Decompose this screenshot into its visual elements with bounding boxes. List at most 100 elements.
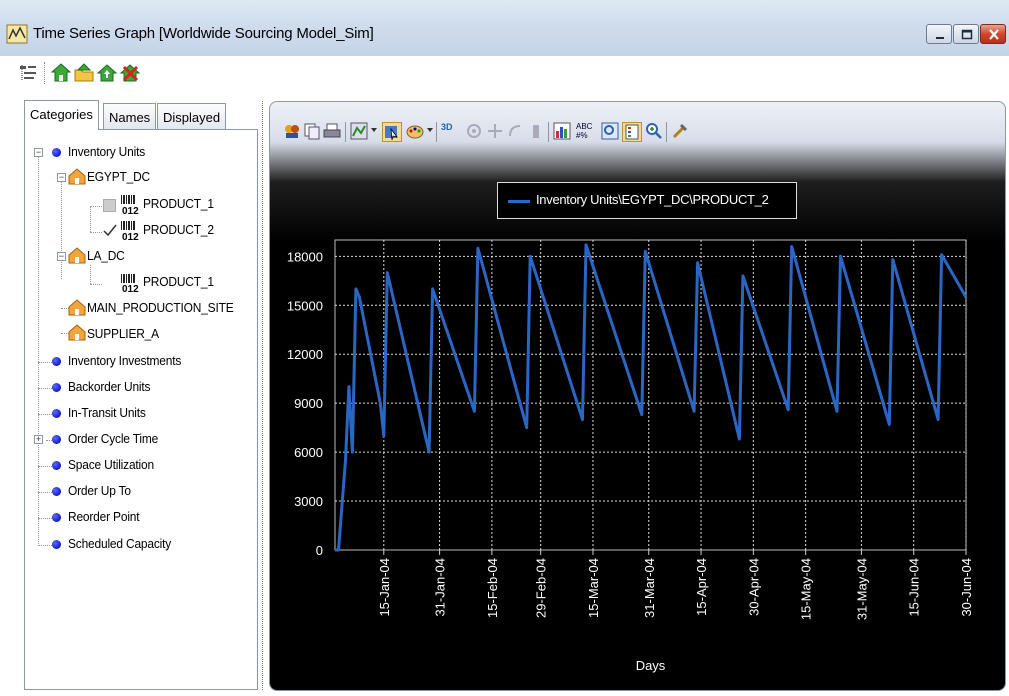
collapse-toggle[interactable]: − bbox=[57, 251, 66, 261]
tree-item-egypt-product-1[interactable]: PRODUCT_1 bbox=[143, 196, 214, 211]
x-tick-label: 15-Jan-04 bbox=[377, 558, 392, 617]
tree-line bbox=[90, 265, 91, 284]
checkbox[interactable] bbox=[103, 199, 116, 212]
tree-item-scheduled-capacity[interactable]: Scheduled Capacity bbox=[68, 536, 172, 551]
perspective-icon[interactable] bbox=[486, 122, 504, 140]
tree-item-la-product-1[interactable]: PRODUCT_1 bbox=[143, 274, 214, 289]
location-house-icon bbox=[68, 324, 86, 341]
y-tick-label: 18000 bbox=[287, 249, 323, 264]
tree-item-in-transit-units[interactable]: In-Transit Units bbox=[68, 405, 146, 420]
window-titlebar: Time Series Graph [Worldwide Sourcing Mo… bbox=[0, 0, 1009, 57]
tree-line bbox=[61, 308, 69, 309]
toolbar-separator bbox=[436, 122, 437, 142]
expand-toggle[interactable]: + bbox=[34, 434, 43, 444]
tree-line bbox=[90, 206, 91, 232]
collapse-toggle[interactable]: − bbox=[34, 147, 43, 157]
category-bullet-icon bbox=[52, 357, 61, 366]
category-bullet-icon bbox=[52, 409, 61, 418]
x-tick-label: 29-Feb-04 bbox=[534, 558, 549, 618]
tree-line bbox=[38, 466, 52, 467]
category-bullet-icon bbox=[52, 540, 61, 549]
category-bullet-icon bbox=[52, 487, 61, 496]
print-icon[interactable] bbox=[323, 122, 341, 140]
folder-house-icon[interactable] bbox=[73, 62, 95, 84]
collapse-toggle[interactable]: − bbox=[57, 172, 66, 182]
point-labels-icon[interactable]: ABC #% bbox=[576, 122, 593, 140]
tree-line bbox=[90, 206, 102, 207]
tree-line bbox=[38, 492, 52, 493]
house-remove-icon[interactable] bbox=[119, 62, 141, 84]
legend-swatch bbox=[508, 200, 530, 203]
data-grid-icon[interactable] bbox=[553, 122, 571, 140]
tree-item-space-utilization[interactable]: Space Utilization bbox=[68, 457, 154, 472]
main-toolbar bbox=[0, 56, 1009, 94]
zoom-in-icon[interactable] bbox=[645, 122, 663, 140]
time-series-icon bbox=[6, 24, 28, 44]
gallery-icon[interactable] bbox=[350, 122, 368, 140]
tree-item-egypt-product-2[interactable]: PRODUCT_2 bbox=[143, 222, 214, 237]
y-tick-label: 6000 bbox=[294, 445, 323, 460]
copy-icon[interactable] bbox=[303, 122, 321, 140]
x-tick-label: 31-Mar-04 bbox=[642, 558, 657, 618]
window-title: Time Series Graph [Worldwide Sourcing Mo… bbox=[33, 25, 374, 42]
dropdown-arrow-icon[interactable] bbox=[371, 128, 377, 132]
chart-wizard-icon[interactable] bbox=[283, 122, 301, 140]
tree-options-icon[interactable] bbox=[18, 62, 40, 84]
z-clustered-icon[interactable] bbox=[527, 122, 545, 140]
tree-item-la-dc[interactable]: LA_DC bbox=[87, 248, 125, 263]
series-line bbox=[335, 243, 968, 552]
category-bullet-icon bbox=[52, 435, 61, 444]
3d-icon[interactable]: 3D bbox=[441, 122, 453, 132]
y-tick-label: 12000 bbox=[287, 347, 323, 362]
panel-splitter[interactable] bbox=[262, 101, 266, 690]
tree-item-inventory-units[interactable]: Inventory Units bbox=[68, 144, 146, 159]
zoom-icon[interactable] bbox=[601, 122, 619, 140]
tree-line bbox=[90, 284, 102, 285]
checkbox-checked[interactable] bbox=[103, 224, 117, 237]
close-button[interactable] bbox=[980, 24, 1006, 44]
x-axis-title: Days bbox=[636, 658, 666, 673]
tab-displayed[interactable]: Displayed bbox=[157, 103, 227, 129]
tree-line bbox=[38, 414, 52, 415]
tree-line bbox=[46, 440, 52, 441]
y-tick-label: 15000 bbox=[287, 298, 323, 313]
tree-item-order-cycle-time[interactable]: Order Cycle Time bbox=[68, 431, 159, 446]
maximize-icon bbox=[961, 29, 973, 40]
tree-line bbox=[90, 232, 102, 233]
select-icon[interactable] bbox=[382, 122, 402, 142]
time-series-chart: 0 3000 6000 9000 12000 15000 18000 15-Jan-04 31-… bbox=[287, 239, 974, 673]
tree-item-backorder-units[interactable]: Backorder Units bbox=[68, 379, 151, 394]
chart-legend: Inventory Units\EGYPT_DC\PRODUCT_2 bbox=[497, 182, 797, 219]
tab-categories[interactable]: Categories bbox=[24, 100, 99, 130]
legend-icon[interactable] bbox=[622, 122, 642, 142]
properties-icon[interactable] bbox=[671, 122, 689, 140]
y-tick-label: 3000 bbox=[294, 494, 323, 509]
cluster-icon[interactable] bbox=[506, 122, 524, 140]
palette-icon[interactable] bbox=[406, 122, 424, 140]
minimize-button[interactable] bbox=[926, 24, 952, 44]
location-house-icon bbox=[68, 299, 86, 316]
product-badge: 012 bbox=[122, 232, 139, 243]
tree-item-egypt-dc[interactable]: EGYPT_DC bbox=[87, 169, 151, 184]
x-tick-label: 15-Feb-04 bbox=[485, 558, 500, 618]
location-house-icon bbox=[68, 247, 86, 264]
tree-item-main-production-site[interactable]: MAIN_PRODUCTION_SITE bbox=[87, 300, 234, 315]
dropdown-arrow-icon[interactable] bbox=[427, 128, 433, 132]
y-tick-label: 9000 bbox=[294, 396, 323, 411]
tree-item-inventory-investments[interactable]: Inventory Investments bbox=[68, 353, 182, 368]
category-bullet-icon bbox=[52, 383, 61, 392]
house-up-icon[interactable] bbox=[96, 62, 118, 84]
rotate-icon[interactable] bbox=[465, 122, 483, 140]
plot-area bbox=[334, 239, 967, 551]
tab-names[interactable]: Names bbox=[103, 103, 157, 129]
maximize-button[interactable] bbox=[953, 24, 979, 44]
product-badge: 012 bbox=[122, 206, 139, 217]
tree-line bbox=[38, 157, 39, 546]
tree-item-order-up-to[interactable]: Order Up To bbox=[68, 483, 131, 498]
tree-item-reorder-point[interactable]: Reorder Point bbox=[68, 509, 140, 524]
product-barcode-icon bbox=[121, 274, 135, 283]
legend-label: Inventory Units\EGYPT_DC\PRODUCT_2 bbox=[536, 192, 769, 207]
tree-item-supplier-a[interactable]: SUPPLIER_A bbox=[87, 326, 159, 341]
green-house-icon[interactable] bbox=[50, 62, 72, 84]
toolbar-separator bbox=[345, 122, 346, 142]
